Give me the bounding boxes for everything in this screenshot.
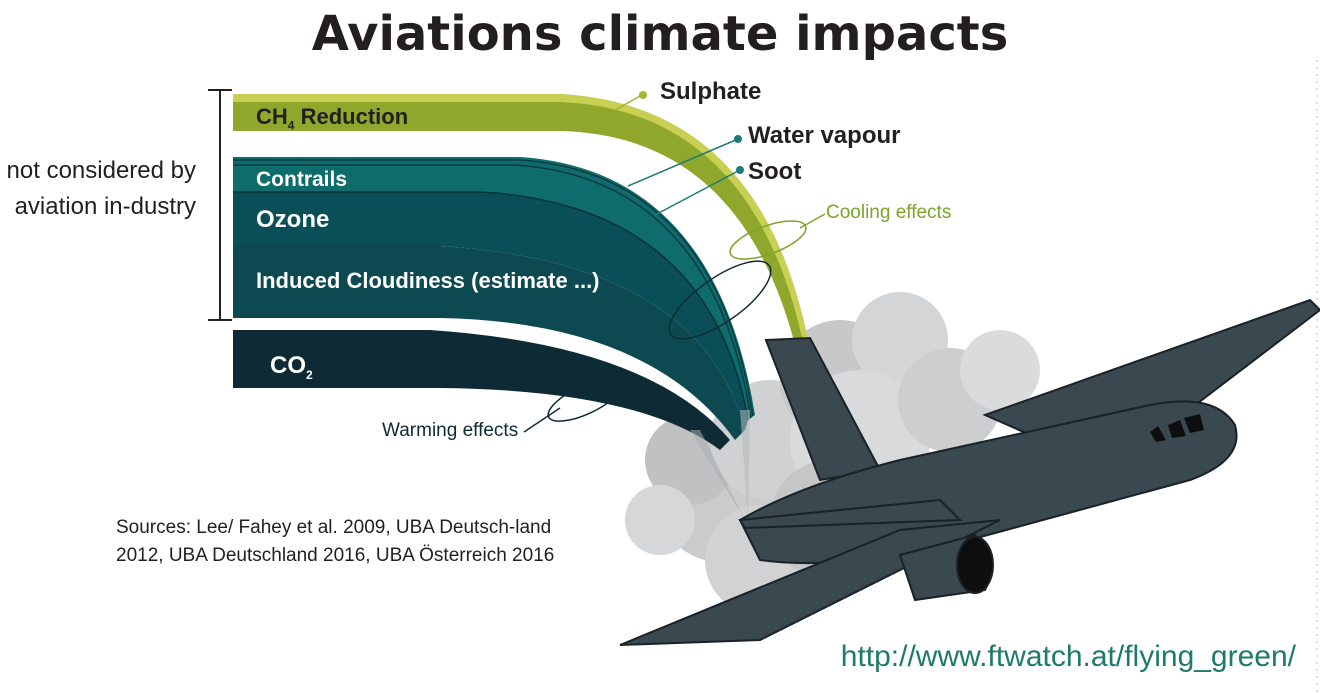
label-ch4-reduction: CH4 Reduction	[256, 104, 409, 133]
water-vapour-line	[233, 159, 754, 417]
band-co2	[233, 330, 730, 450]
label-cooling-effects: Cooling effects	[826, 202, 952, 223]
label-soot: Soot	[748, 158, 802, 185]
band-induced	[233, 246, 745, 440]
page-title: Aviations climate impacts	[311, 6, 1009, 62]
sources-text: Sources: Lee/ Fahey et al. 2009, UBA Deu…	[116, 517, 555, 566]
airplane-icon	[619, 298, 1320, 646]
label-warming-effects: Warming effects	[382, 420, 519, 441]
band-ozone	[233, 192, 748, 430]
label-sulphate: Sulphate	[660, 78, 762, 105]
callout-lines	[523, 91, 826, 433]
label-co2: CO2	[270, 352, 313, 382]
side-note: not considered by aviation in-dustry	[6, 157, 196, 220]
cockpit-windows	[1150, 414, 1204, 442]
source-url: http://www.ftwatch.at/flying_green/	[840, 640, 1296, 673]
bracket	[208, 89, 232, 321]
band-contrails	[233, 157, 755, 420]
label-induced-cloudiness: Induced Cloudiness (estimate ...)	[256, 268, 600, 293]
label-water-vapour: Water vapour	[748, 122, 901, 149]
exhaust-streaks	[690, 410, 750, 520]
band-ch4	[233, 94, 808, 345]
label-contrails: Contrails	[256, 168, 348, 191]
label-ozone: Ozone	[256, 206, 330, 233]
soot-line	[233, 164, 752, 419]
